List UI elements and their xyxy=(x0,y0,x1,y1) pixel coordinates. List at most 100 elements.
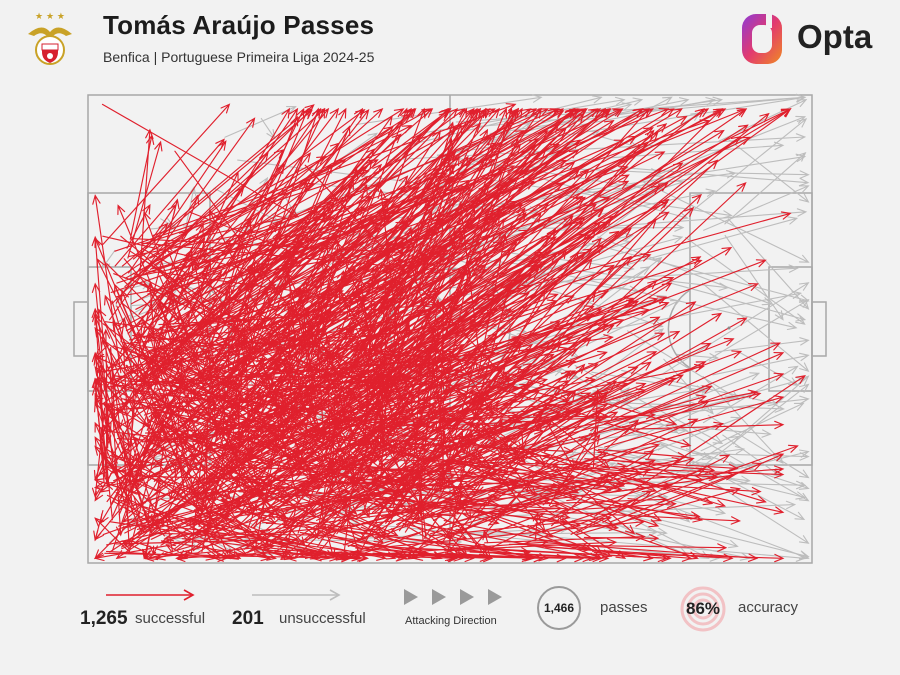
successful-pass-arrow xyxy=(373,182,747,532)
unsuccessful-pass-arrow xyxy=(624,435,740,505)
successful-pass-arrow xyxy=(158,299,346,464)
successful-pass-arrow xyxy=(201,409,237,553)
successful-pass-arrow xyxy=(91,377,105,484)
successful-pass-arrow xyxy=(125,365,218,531)
successful-pass-arrow xyxy=(182,133,402,341)
successful-pass-arrow xyxy=(576,454,731,534)
successful-pass-arrow xyxy=(380,472,620,518)
successful-pass-arrow xyxy=(229,458,306,547)
unsuccessful-pass-arrow xyxy=(688,299,810,372)
successful-pass-arrow xyxy=(364,336,574,429)
unsuccessful-pass-arrow xyxy=(707,414,810,479)
successful-pass-arrow xyxy=(93,544,169,562)
successful-pass-arrow xyxy=(414,297,659,368)
successful-pass-arrow xyxy=(439,472,612,494)
unsuccessful-pass-arrow xyxy=(695,383,810,473)
successful-pass-arrow xyxy=(372,552,567,563)
successful-pass-arrow xyxy=(92,194,122,374)
successful-pass-arrow xyxy=(252,243,605,529)
successful-pass-arrow xyxy=(122,342,397,394)
successful-pass-arrow xyxy=(312,480,568,505)
successful-pass-arrow xyxy=(614,472,727,508)
unsuccessful-pass-arrow xyxy=(260,117,276,140)
successful-pass-arrow xyxy=(594,375,806,517)
successful-pass-arrow xyxy=(480,464,660,528)
successful-pass-arrow xyxy=(313,207,526,482)
svg-text:★ ★ ★: ★ ★ ★ xyxy=(35,12,65,22)
successful-pass-arrow xyxy=(132,272,330,376)
successful-pass-arrow xyxy=(291,332,666,498)
successful-pass-arrow xyxy=(244,137,540,362)
successful-pass-arrow xyxy=(498,451,609,495)
successful-pass-arrow xyxy=(276,108,650,303)
successful-pass-arrow xyxy=(521,444,799,545)
successful-pass-arrow xyxy=(576,485,636,535)
successful-pass-arrow xyxy=(195,237,406,397)
successful-pass-arrow xyxy=(333,207,476,483)
unsuccessful-legend-arrow xyxy=(252,589,341,601)
successful-pass-arrow xyxy=(558,389,759,432)
successful-pass-arrow xyxy=(412,543,485,561)
successful-pass-arrow xyxy=(176,400,217,497)
successful-pass-arrow xyxy=(545,546,734,563)
successful-pass-arrow xyxy=(598,352,785,433)
successful-pass-arrow xyxy=(382,355,523,424)
successful-pass-arrow xyxy=(578,385,713,441)
unsuccessful-pass-arrow xyxy=(724,234,784,321)
successful-pass-arrow xyxy=(183,114,412,261)
successful-pass-arrow xyxy=(151,387,284,532)
left-goal xyxy=(73,301,89,357)
successful-pass-arrow xyxy=(139,256,295,374)
successful-pass-arrow xyxy=(230,108,491,353)
successful-pass-arrow xyxy=(570,490,653,535)
successful-pass-arrow xyxy=(352,207,605,416)
successful-pass-arrow xyxy=(304,526,319,539)
successful-pass-arrow xyxy=(171,163,285,340)
successful-pass-arrow xyxy=(138,170,239,389)
successful-pass-arrow xyxy=(437,504,563,516)
successful-count: 1,265 xyxy=(80,608,128,629)
successful-pass-arrow xyxy=(498,458,657,515)
successful-pass-arrow xyxy=(377,483,467,531)
successful-pass-arrow xyxy=(379,504,469,560)
successful-pass-arrow xyxy=(585,482,618,491)
successful-pass-arrow xyxy=(147,328,259,487)
successful-pass-arrow xyxy=(102,377,112,484)
successful-pass-arrow xyxy=(143,217,252,469)
unsuccessful-pass-arrow xyxy=(729,170,810,179)
successful-pass-arrow xyxy=(348,362,534,488)
unsuccessful-pass-arrow xyxy=(701,282,810,372)
successful-pass-arrow xyxy=(196,132,422,420)
successful-legend-arrow xyxy=(106,589,195,601)
successful-pass-arrow xyxy=(571,466,719,481)
successful-pass-arrow xyxy=(460,237,602,373)
successful-pass-arrow xyxy=(133,495,146,534)
successful-pass-arrow xyxy=(293,301,670,450)
successful-pass-arrow xyxy=(604,395,785,448)
passes-total-value: 1,466 xyxy=(543,601,575,615)
successful-passes xyxy=(91,103,806,563)
successful-pass-arrow xyxy=(427,227,597,465)
successful-pass-arrow xyxy=(428,256,702,408)
successful-pass-arrow xyxy=(241,202,335,346)
successful-pass-arrow xyxy=(160,540,272,562)
right-goal xyxy=(811,301,827,357)
successful-pass-arrow xyxy=(129,134,155,240)
successful-pass-arrow xyxy=(152,444,167,527)
successful-pass-arrow xyxy=(362,186,465,331)
attacking-direction-label: Attacking Direction xyxy=(405,615,497,627)
unsuccessful-pass-arrow xyxy=(738,375,810,438)
accuracy-target-icon xyxy=(680,586,726,632)
successful-pass-arrow xyxy=(147,545,194,561)
successful-pass-arrow xyxy=(365,159,719,490)
successful-pass-arrow xyxy=(214,169,580,484)
unsuccessful-pass-arrow xyxy=(702,365,799,424)
successful-pass-arrow xyxy=(179,108,384,294)
successful-pass-arrow xyxy=(275,300,640,472)
successful-pass-arrow xyxy=(206,507,231,560)
successful-pass-arrow xyxy=(613,420,785,431)
successful-pass-arrow xyxy=(259,530,274,539)
unsuccessful-pass-arrow xyxy=(618,166,810,187)
successful-pass-arrow xyxy=(491,361,652,475)
unsuccessful-pass-arrow xyxy=(641,180,810,263)
